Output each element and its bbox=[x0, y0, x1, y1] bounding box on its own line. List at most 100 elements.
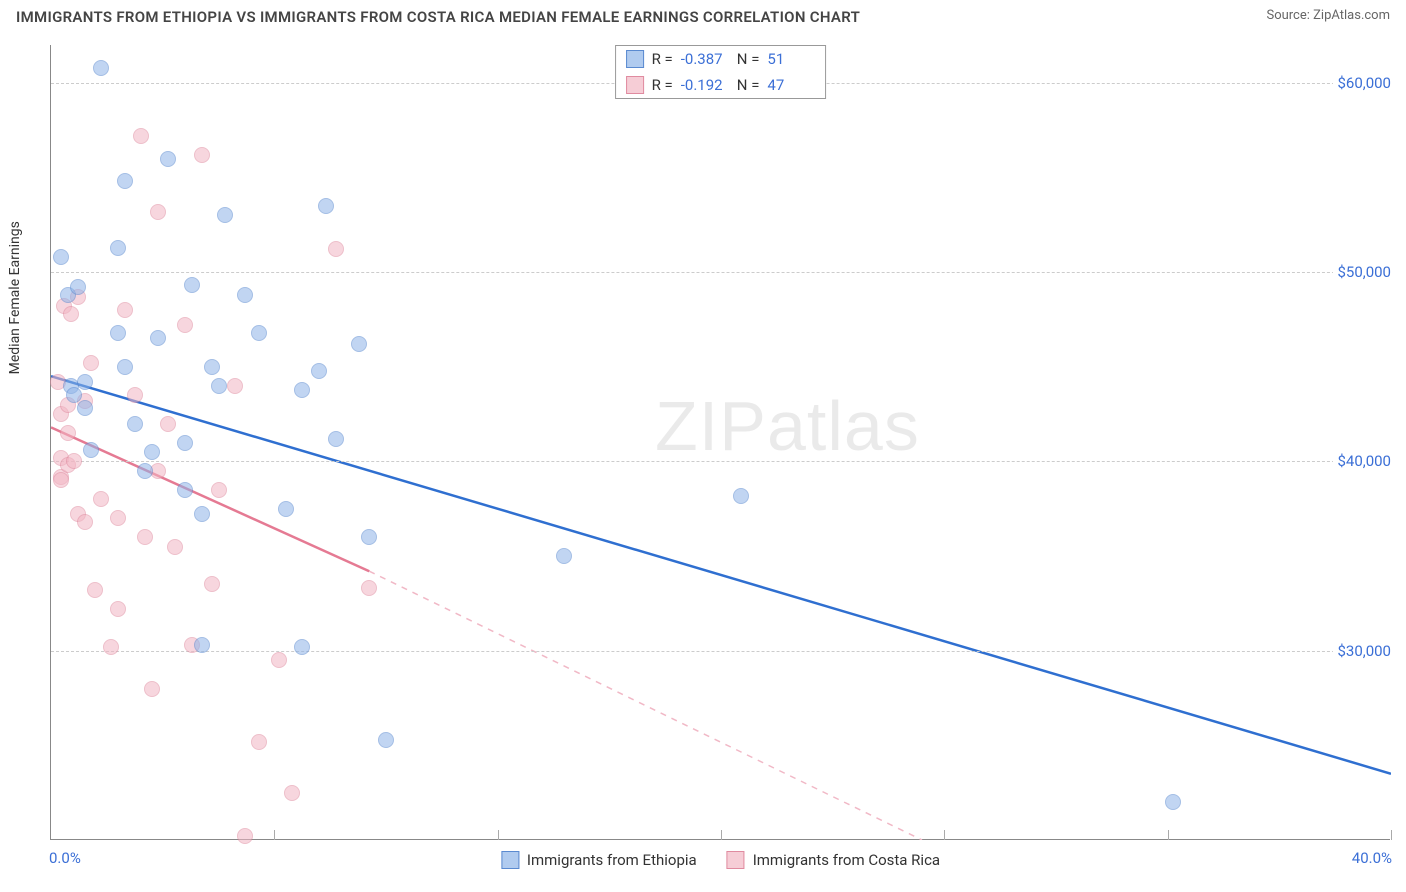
scatter-point-b bbox=[133, 128, 149, 144]
legend-label-a: Immigrants from Ethiopia bbox=[527, 851, 697, 869]
scatter-point-a bbox=[211, 378, 227, 394]
scatter-point-b bbox=[328, 241, 344, 257]
swatch-b-icon bbox=[626, 76, 644, 94]
scatter-point-a bbox=[1165, 794, 1181, 810]
scatter-point-a bbox=[328, 431, 344, 447]
scatter-point-a bbox=[177, 482, 193, 498]
scatter-point-b bbox=[110, 601, 126, 617]
scatter-point-a bbox=[311, 363, 327, 379]
scatter-point-b bbox=[227, 378, 243, 394]
gridline-h bbox=[51, 272, 1390, 273]
y-tick-label: $60,000 bbox=[1333, 74, 1395, 92]
scatter-point-a bbox=[294, 382, 310, 398]
x-tick-mark bbox=[1391, 830, 1392, 840]
y-tick-label: $40,000 bbox=[1333, 452, 1395, 470]
trend-lines bbox=[51, 45, 1391, 840]
stats-legend: R = -0.387 N = 51 R = -0.192 N = 47 bbox=[615, 45, 827, 99]
stats-row-a: R = -0.387 N = 51 bbox=[616, 46, 826, 72]
n-label-b: N = bbox=[737, 76, 760, 94]
scatter-point-b bbox=[117, 302, 133, 318]
scatter-point-a bbox=[733, 488, 749, 504]
x-tick-mark bbox=[498, 830, 499, 840]
scatter-point-a bbox=[70, 279, 86, 295]
scatter-point-b bbox=[150, 204, 166, 220]
series-legend: Immigrants from Ethiopia Immigrants from… bbox=[501, 851, 940, 869]
scatter-point-b bbox=[160, 416, 176, 432]
scatter-point-a bbox=[110, 325, 126, 341]
scatter-point-b bbox=[144, 681, 160, 697]
r-value-b: -0.192 bbox=[681, 76, 729, 94]
scatter-point-a bbox=[144, 444, 160, 460]
scatter-point-a bbox=[77, 400, 93, 416]
scatter-point-a bbox=[251, 325, 267, 341]
scatter-point-a bbox=[137, 463, 153, 479]
scatter-point-b bbox=[177, 317, 193, 333]
source-label: Source: ZipAtlas.com bbox=[1266, 8, 1390, 23]
y-tick-label: $30,000 bbox=[1333, 642, 1395, 660]
scatter-point-a bbox=[194, 637, 210, 653]
n-value-b: 47 bbox=[767, 76, 815, 94]
chart-title: IMMIGRANTS FROM ETHIOPIA VS IMMIGRANTS F… bbox=[16, 8, 860, 26]
scatter-point-b bbox=[53, 472, 69, 488]
x-tick-max: 40.0% bbox=[1352, 849, 1392, 867]
scatter-point-a bbox=[194, 506, 210, 522]
scatter-point-b bbox=[77, 514, 93, 530]
scatter-point-b bbox=[110, 510, 126, 526]
y-tick-label: $50,000 bbox=[1333, 263, 1395, 281]
scatter-point-a bbox=[117, 173, 133, 189]
scatter-point-a bbox=[53, 249, 69, 265]
scatter-point-a bbox=[184, 277, 200, 293]
swatch-a-icon bbox=[626, 50, 644, 68]
legend-item-b: Immigrants from Costa Rica bbox=[727, 851, 940, 869]
watermark: ZIPatlas bbox=[655, 386, 920, 466]
gridline-h bbox=[51, 461, 1390, 462]
scatter-point-a bbox=[150, 330, 166, 346]
x-tick-mark bbox=[1168, 830, 1169, 840]
scatter-point-b bbox=[93, 491, 109, 507]
scatter-point-a bbox=[83, 442, 99, 458]
r-label-a: R = bbox=[652, 50, 673, 68]
n-label-a: N = bbox=[737, 50, 760, 68]
x-tick-mark bbox=[944, 830, 945, 840]
scatter-point-b bbox=[237, 828, 253, 844]
r-label-b: R = bbox=[652, 76, 673, 94]
scatter-point-b bbox=[103, 639, 119, 655]
scatter-point-a bbox=[351, 336, 367, 352]
scatter-point-a bbox=[361, 529, 377, 545]
scatter-point-b bbox=[63, 306, 79, 322]
y-axis-title: Median Female Earnings bbox=[7, 221, 23, 374]
legend-label-b: Immigrants from Costa Rica bbox=[753, 851, 940, 869]
chart-container: R = -0.387 N = 51 R = -0.192 N = 47 ZIPa… bbox=[50, 45, 1390, 840]
scatter-point-b bbox=[194, 147, 210, 163]
gridline-h bbox=[51, 651, 1390, 652]
plot-area: R = -0.387 N = 51 R = -0.192 N = 47 ZIPa… bbox=[50, 45, 1390, 840]
legend-swatch-a-icon bbox=[501, 851, 519, 869]
x-tick-mark bbox=[721, 830, 722, 840]
stats-row-b: R = -0.192 N = 47 bbox=[616, 72, 826, 98]
scatter-point-b bbox=[60, 425, 76, 441]
scatter-point-a bbox=[160, 151, 176, 167]
scatter-point-b bbox=[284, 785, 300, 801]
scatter-point-a bbox=[556, 548, 572, 564]
scatter-point-b bbox=[204, 576, 220, 592]
scatter-point-a bbox=[204, 359, 220, 375]
scatter-point-b bbox=[66, 453, 82, 469]
scatter-point-a bbox=[217, 207, 233, 223]
scatter-point-a bbox=[278, 501, 294, 517]
legend-swatch-b-icon bbox=[727, 851, 745, 869]
scatter-point-b bbox=[271, 652, 287, 668]
scatter-point-b bbox=[83, 355, 99, 371]
x-tick-min: 0.0% bbox=[49, 849, 81, 867]
scatter-point-b bbox=[211, 482, 227, 498]
scatter-point-a bbox=[127, 416, 143, 432]
scatter-point-a bbox=[294, 639, 310, 655]
scatter-point-b bbox=[251, 734, 267, 750]
scatter-point-b bbox=[167, 539, 183, 555]
scatter-point-b bbox=[361, 580, 377, 596]
scatter-point-a bbox=[110, 240, 126, 256]
scatter-point-a bbox=[237, 287, 253, 303]
scatter-point-b bbox=[127, 387, 143, 403]
x-tick-mark bbox=[274, 830, 275, 840]
scatter-point-a bbox=[318, 198, 334, 214]
scatter-point-a bbox=[77, 374, 93, 390]
